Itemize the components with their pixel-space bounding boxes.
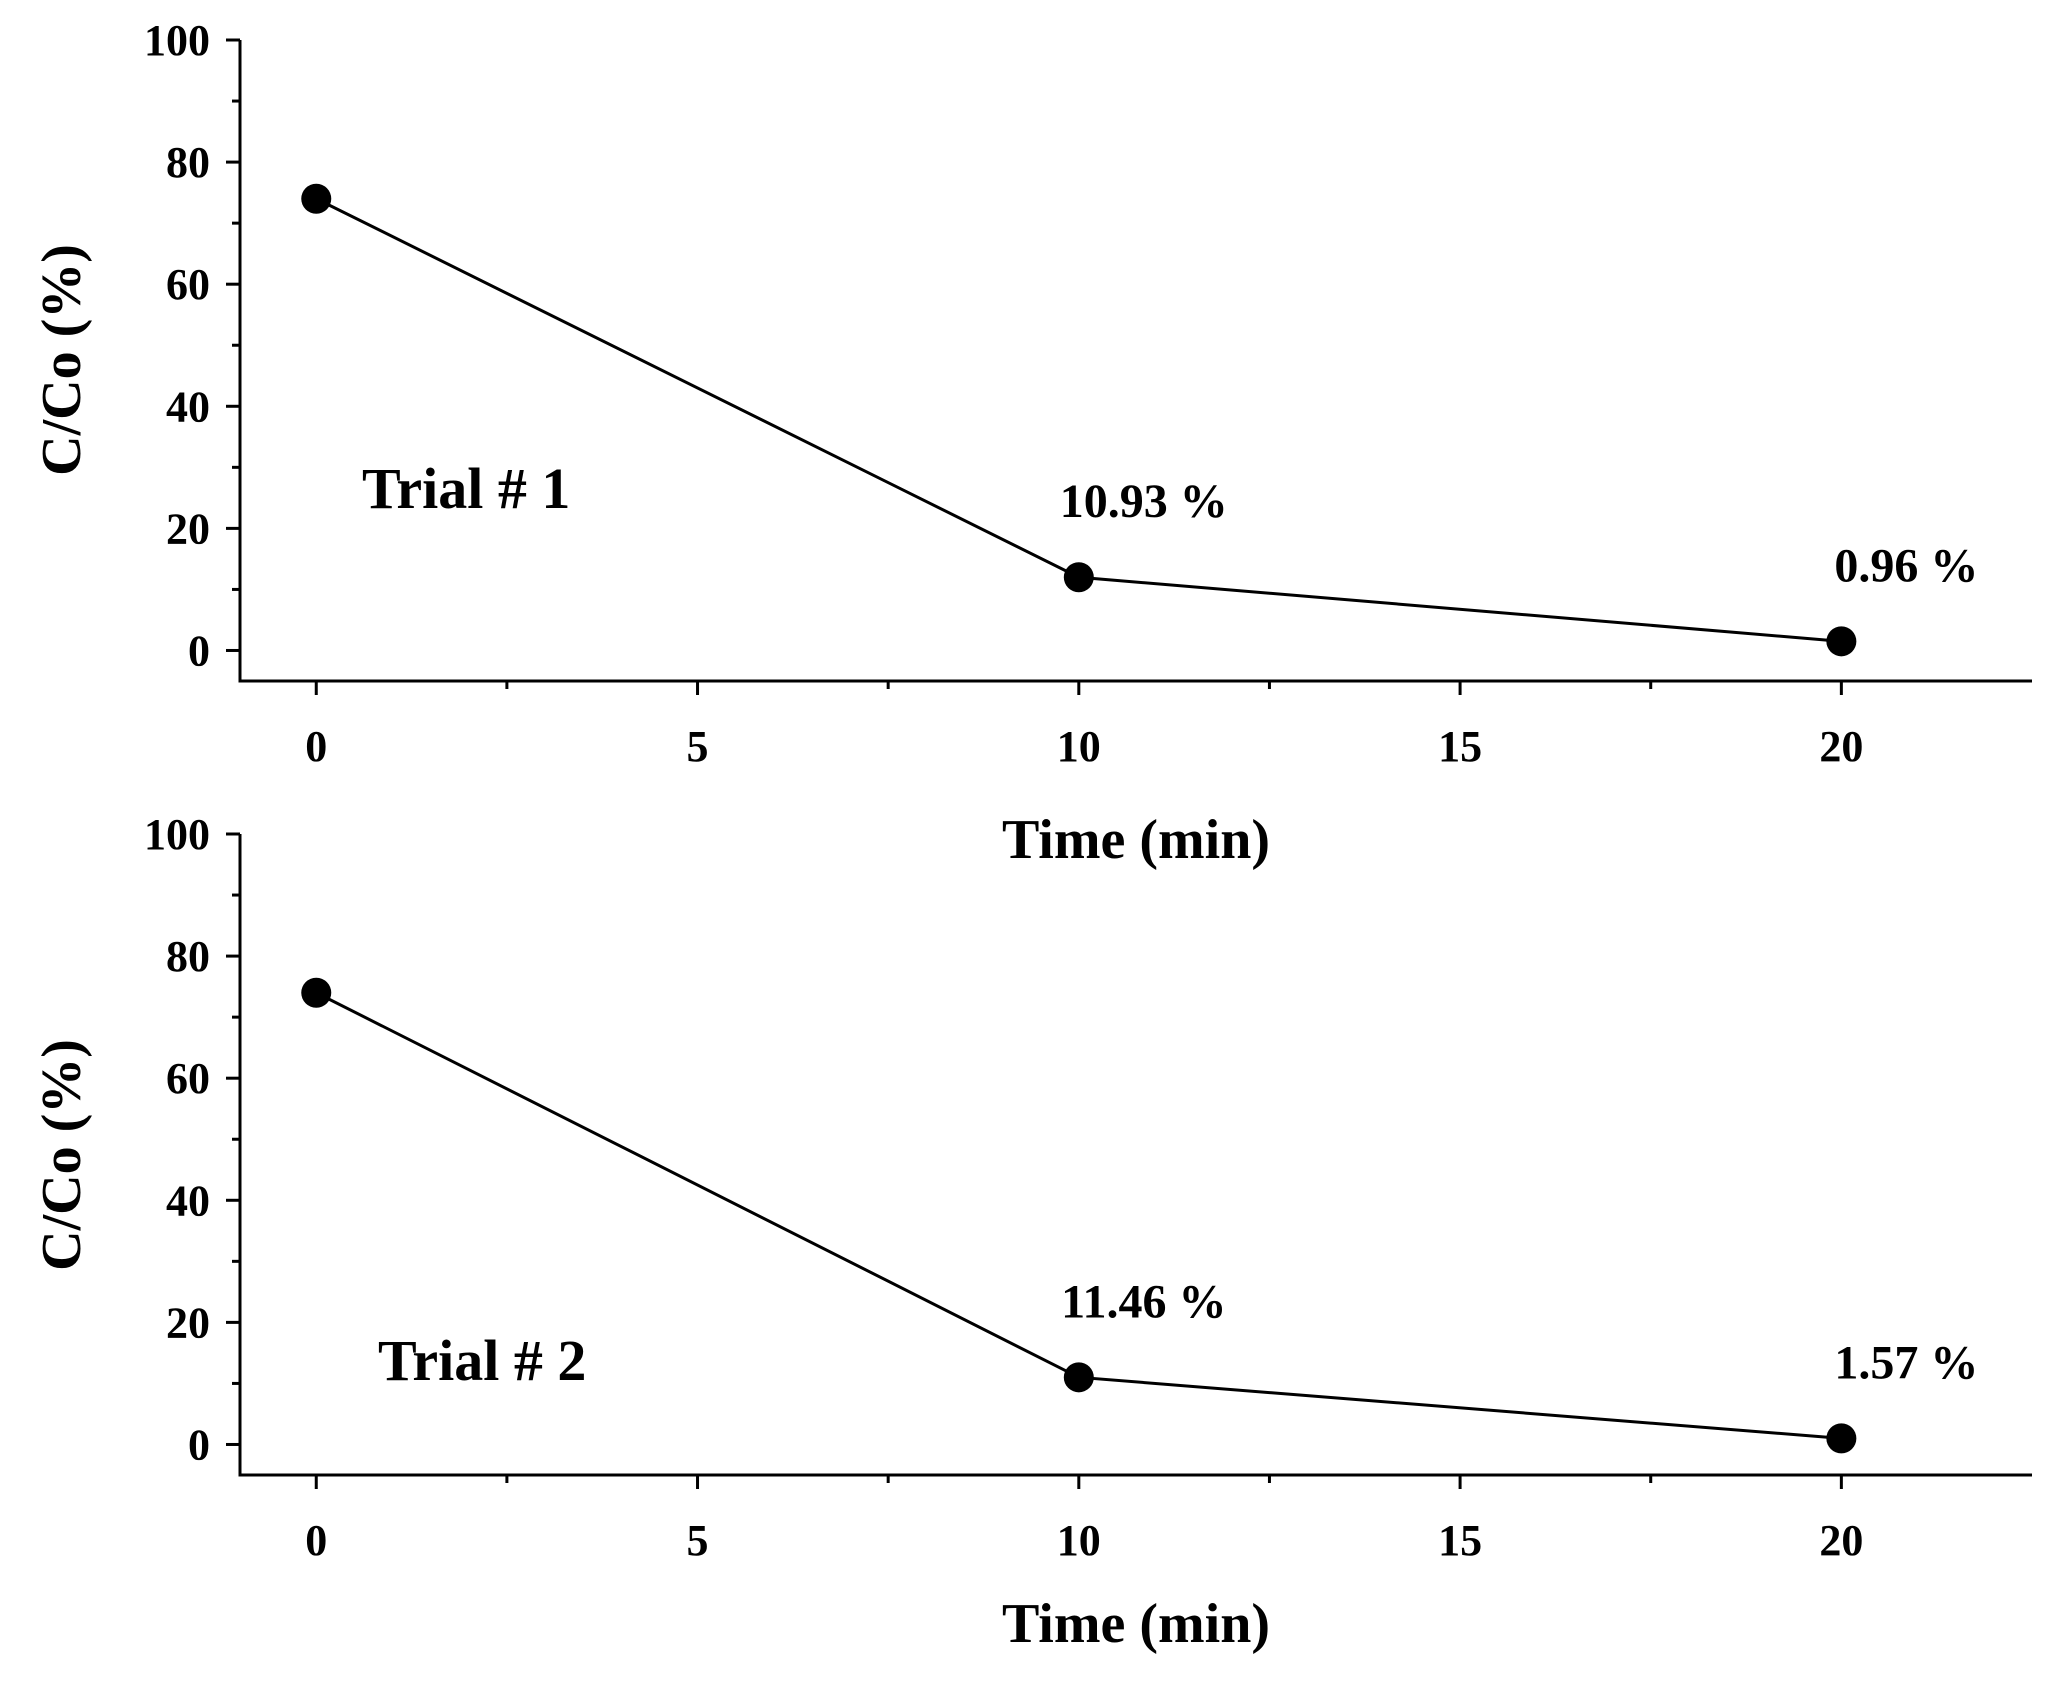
axis-frame xyxy=(238,834,2032,1477)
x-axis-title: Time (min) xyxy=(1002,809,1270,871)
y-axis: 0 20 40 60 80 100 xyxy=(144,810,240,1469)
x-tick-label: 20 xyxy=(1819,1516,1863,1565)
x-axis-title: Time (min) xyxy=(1002,1593,1270,1655)
y-tick-label: 100 xyxy=(144,16,210,65)
data-point xyxy=(1826,1423,1857,1454)
axis-frame xyxy=(238,40,2032,683)
y-tick-label: 60 xyxy=(166,1054,210,1103)
trial-label: Trial # 2 xyxy=(378,1328,586,1393)
data-label: 0.96 % xyxy=(1834,539,1978,592)
x-axis: 0 5 10 15 20 xyxy=(305,1475,1863,1565)
data-label: 10.93 % xyxy=(1060,475,1228,528)
y-tick-label: 40 xyxy=(166,1176,210,1225)
y-axis: 0 20 40 60 80 100 xyxy=(144,16,240,675)
data-point xyxy=(1826,626,1857,657)
y-tick-label: 40 xyxy=(166,382,210,431)
y-tick-label: 60 xyxy=(166,260,210,309)
data-point xyxy=(301,183,332,214)
data-label: 1.57 % xyxy=(1834,1336,1978,1389)
data-labels: 10.93 % 0.96 % xyxy=(1060,475,1979,592)
chart-panel-trial-2: 0 20 40 60 80 100 0 5 10 15 20 C/Co (%) Time (min… xyxy=(31,810,2032,1655)
x-tick-label: 0 xyxy=(305,1516,327,1565)
data-point xyxy=(301,977,332,1008)
y-tick-label: 0 xyxy=(188,1420,210,1469)
y-tick-label: 80 xyxy=(166,138,210,187)
x-tick-label: 5 xyxy=(687,1516,709,1565)
x-tick-label: 10 xyxy=(1057,722,1101,771)
y-tick-label: 0 xyxy=(188,626,210,675)
y-tick-label: 100 xyxy=(144,810,210,859)
data-points xyxy=(301,977,1857,1454)
data-point xyxy=(1063,1362,1094,1393)
y-tick-label: 80 xyxy=(166,932,210,981)
y-axis-title: C/Co (%) xyxy=(31,244,93,476)
y-tick-label: 20 xyxy=(166,1298,210,1347)
data-point xyxy=(1063,562,1094,593)
data-label: 11.46 % xyxy=(1061,1275,1226,1328)
data-labels: 11.46 % 1.57 % xyxy=(1061,1275,1978,1389)
y-axis-title: C/Co (%) xyxy=(31,1039,93,1271)
x-tick-label: 20 xyxy=(1819,722,1863,771)
x-tick-label: 10 xyxy=(1057,1516,1101,1565)
x-tick-label: 0 xyxy=(305,722,327,771)
data-points xyxy=(301,183,1857,657)
x-axis: 0 5 10 15 20 xyxy=(305,681,1863,771)
y-tick-label: 20 xyxy=(166,504,210,553)
x-tick-label: 15 xyxy=(1438,1516,1482,1565)
chart-panel-trial-1: 0 20 40 60 80 100 0 5 10 15 20 C/Co (%) Time (min… xyxy=(31,16,2032,871)
x-tick-label: 5 xyxy=(687,722,709,771)
x-tick-label: 15 xyxy=(1438,722,1482,771)
trial-label: Trial # 1 xyxy=(362,456,570,521)
